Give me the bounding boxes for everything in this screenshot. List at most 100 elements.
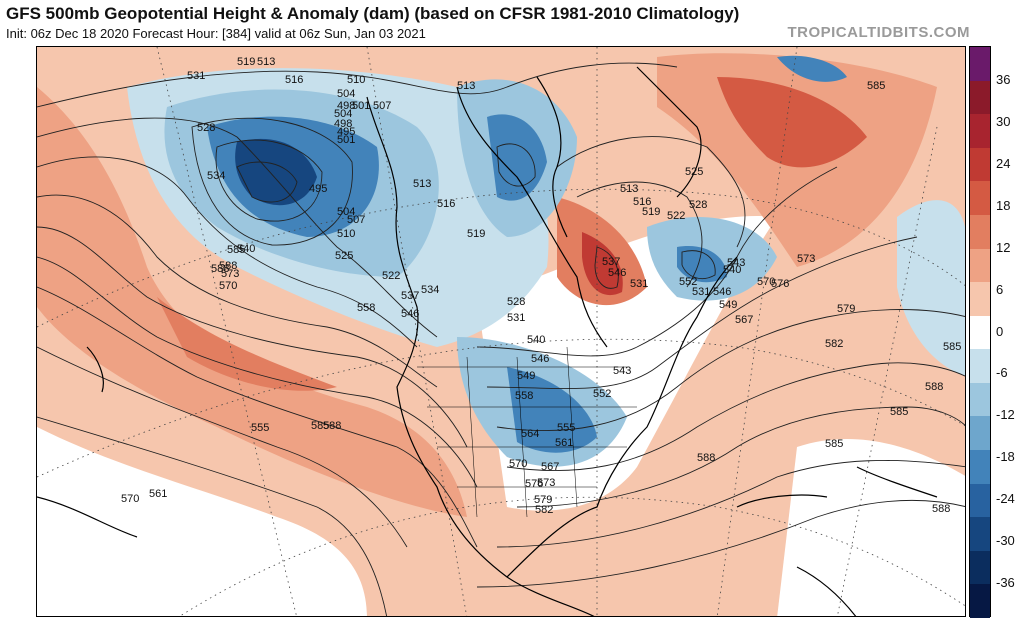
contour-label: 561 <box>149 488 167 500</box>
forecast-info: Init: 06z Dec 18 2020 Forecast Hour: [38… <box>6 26 426 41</box>
contour-label: 534 <box>421 284 439 296</box>
contour-label: 525 <box>335 250 353 262</box>
contour-label: 549 <box>719 299 737 311</box>
forecast-map: 519 513 531 516 510 504 498 501 507 504 498 495 501 5… <box>36 46 966 617</box>
contour-label: 546 <box>608 267 626 279</box>
colorbar-tick-label: 24 <box>996 155 1011 171</box>
contour-label: 546 <box>713 286 731 298</box>
contour-label: 513 <box>457 80 475 92</box>
colorbar-tick-label: 30 <box>996 113 1011 129</box>
colorbar-segment <box>970 248 990 283</box>
map-title: GFS 500mb Geopotential Height & Anomaly … <box>6 4 740 23</box>
colorbar-segment <box>970 517 990 552</box>
contour-label: 546 <box>401 308 419 320</box>
contour-label: 543 <box>613 365 631 377</box>
contour-label: 570 <box>219 280 237 292</box>
colorbar-segment <box>970 114 990 149</box>
warm-anomaly-pacific <box>37 87 467 517</box>
contour-label: 513 <box>620 183 638 195</box>
colorbar-segment <box>970 214 990 250</box>
cold-anomaly-core <box>235 138 317 206</box>
contour-label: 588 <box>219 260 237 272</box>
contour-label: 504 <box>334 108 352 120</box>
contour-label: 519 <box>467 228 485 240</box>
contour-label: 543 <box>727 257 745 269</box>
cold-anomaly-maritimes-core <box>677 246 727 283</box>
contour-label: 561 <box>555 437 573 449</box>
contour-label: 549 <box>517 370 535 382</box>
cold-anomaly-us-core <box>507 367 597 453</box>
contour-label: 585 <box>311 420 329 432</box>
colorbar-segment <box>970 147 990 182</box>
contour-label: 504 <box>337 206 355 218</box>
contour-label: 522 <box>667 210 685 222</box>
contour-label: 573 <box>537 477 555 489</box>
contour-label: 501 <box>337 134 355 146</box>
contour-label: 588 <box>323 420 341 432</box>
contour-label: 531 <box>630 278 648 290</box>
colorbar-segment <box>970 349 990 384</box>
contour-label: 585 <box>825 438 843 450</box>
contour-label: 576 <box>771 278 789 290</box>
coastlines <box>37 66 938 616</box>
colorbar-segment <box>970 315 990 350</box>
colorbar-segment <box>970 382 990 417</box>
contour-label: 495 <box>337 126 355 138</box>
contour-label: 528 <box>197 122 215 134</box>
contour-label: 519 <box>237 56 255 68</box>
anomaly-colorbar <box>969 46 991 619</box>
contour-label: 558 <box>515 390 533 402</box>
colorbar-tick-label: -18 <box>996 449 1015 465</box>
colorbar-segment <box>970 450 990 485</box>
contour-label: 522 <box>382 270 400 282</box>
contour-label: 585 <box>890 406 908 418</box>
contour-label: 504 <box>337 88 355 100</box>
contour-label: 567 <box>541 461 559 473</box>
contour-label: 528 <box>689 199 707 211</box>
neutral-region-sw <box>37 427 367 616</box>
contour-label: 585 <box>867 80 885 92</box>
contour-label: 588 <box>932 503 950 515</box>
contour-label: 555 <box>557 422 575 434</box>
contour-label: 546 <box>531 353 549 365</box>
colorbar-segment <box>970 483 990 518</box>
contour-label: 516 <box>285 74 303 86</box>
colorbar-segment <box>970 80 990 115</box>
contour-label: 540 <box>237 243 255 255</box>
contour-label: 582 <box>535 504 553 516</box>
contour-label: 510 <box>347 74 365 86</box>
contour-label: 537 <box>602 256 620 268</box>
contour-label: 567 <box>735 314 753 326</box>
contour-label: 552 <box>593 388 611 400</box>
colorbar-tick-label: 6 <box>996 281 1004 297</box>
colorbar-segment <box>970 416 990 451</box>
warm-anomaly-quebec-core <box>582 232 623 296</box>
contour-label: 513 <box>257 56 275 68</box>
contour-label: 540 <box>723 264 741 276</box>
contour-label: 525 <box>685 166 703 178</box>
colorbar-segment <box>970 181 990 216</box>
contour-label: 564 <box>521 428 539 440</box>
contour-label: 498 <box>334 118 352 130</box>
state-boundaries <box>417 346 637 518</box>
colorbar-tick-label: -36 <box>996 575 1015 591</box>
contour-label: 516 <box>633 196 651 208</box>
contour-label: 585 <box>227 244 245 256</box>
contour-label: 516 <box>437 198 455 210</box>
height-contours <box>37 62 965 616</box>
warm-anomaly-atlantic-core <box>717 77 867 168</box>
contour-label: 588 <box>697 452 715 464</box>
colorbar-segment <box>970 47 990 82</box>
contour-label: 531 <box>187 70 205 82</box>
contour-label: 570 <box>757 276 775 288</box>
contour-label: 585 <box>943 341 961 353</box>
contour-label: 570 <box>509 458 527 470</box>
contour-label: 573 <box>221 268 239 280</box>
contour-label: 573 <box>797 253 815 265</box>
contour-label: 588 <box>211 263 229 275</box>
contour-label: 519 <box>642 206 660 218</box>
lat-lon-grid <box>37 47 965 616</box>
colorbar-tick-label: -24 <box>996 491 1015 507</box>
